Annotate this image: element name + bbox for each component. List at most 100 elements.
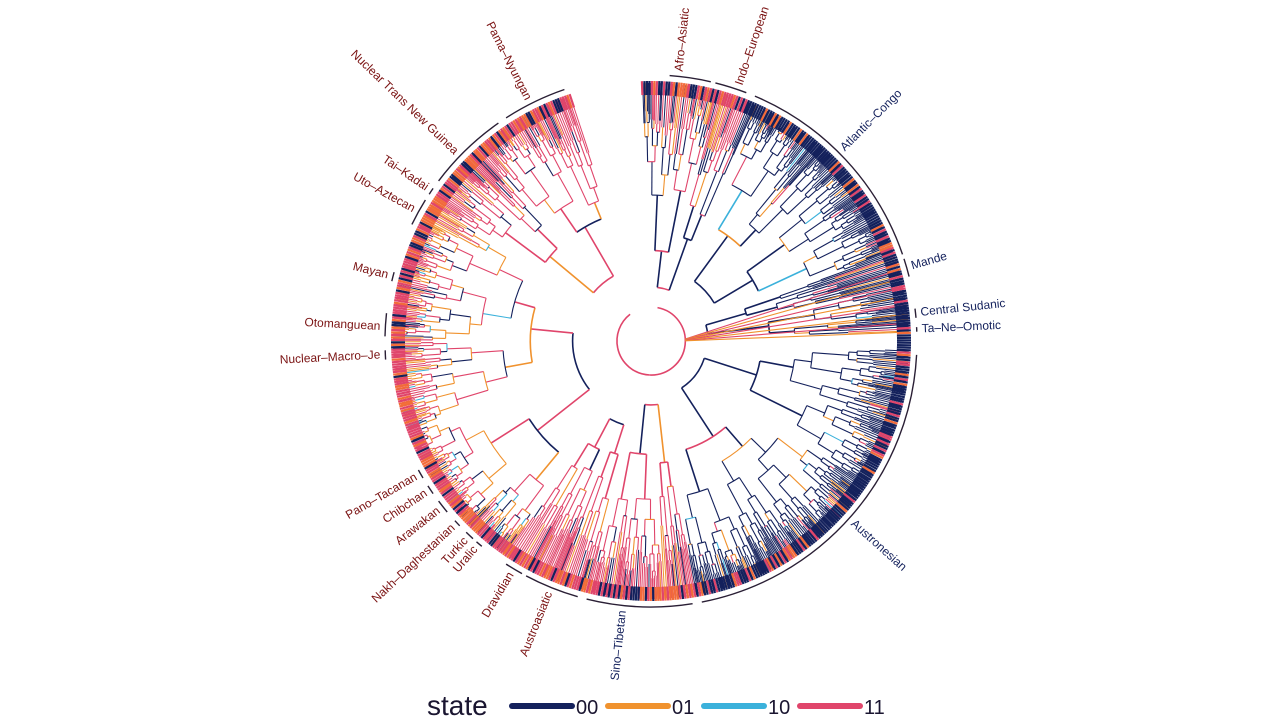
tip-mark	[408, 428, 422, 437]
tip-mark	[839, 173, 852, 185]
branch-arc	[444, 256, 448, 263]
branch	[431, 239, 442, 246]
tip-branch	[602, 565, 609, 595]
branch	[511, 518, 521, 530]
branch	[427, 286, 439, 291]
branch	[602, 551, 606, 558]
legend-label: 01	[672, 697, 694, 719]
branch	[809, 226, 834, 243]
branch-arc	[688, 162, 697, 165]
branch	[842, 250, 856, 257]
branch-arc	[468, 316, 472, 334]
tip-mark	[426, 465, 440, 475]
branch-arc	[448, 427, 456, 441]
branch	[843, 212, 854, 220]
tip-mark	[640, 81, 644, 96]
branch	[416, 404, 426, 408]
branch	[819, 485, 830, 495]
branch	[570, 518, 579, 538]
branch	[744, 525, 751, 537]
branch-arc	[704, 550, 710, 554]
branch	[458, 236, 479, 248]
tip-mark	[870, 223, 885, 232]
branch	[788, 238, 809, 252]
branch	[851, 469, 858, 474]
branch-arc	[466, 255, 474, 272]
branch	[487, 246, 507, 258]
tip-mark	[394, 299, 409, 304]
branch	[730, 555, 734, 563]
branch-arc	[443, 453, 446, 457]
branch-arc	[424, 301, 427, 307]
branch	[450, 477, 456, 483]
tip-mark	[838, 498, 851, 509]
tip-mark	[397, 279, 412, 285]
branch-arc	[689, 137, 696, 140]
tip-mark	[429, 469, 443, 479]
branch	[663, 496, 668, 536]
branch	[605, 557, 609, 568]
tip-mark	[405, 253, 420, 260]
tip-mark	[810, 526, 822, 540]
tip-branch	[783, 146, 822, 189]
ray-branch	[684, 295, 906, 341]
tip-mark	[536, 106, 545, 121]
tip-mark	[873, 444, 887, 453]
tip-mark	[889, 400, 904, 406]
branch	[820, 460, 830, 468]
tip-mark	[622, 585, 626, 600]
tip-mark	[404, 420, 419, 427]
tip-branch	[668, 560, 673, 599]
branch	[692, 555, 696, 569]
branch	[444, 233, 451, 238]
tip-mark	[492, 535, 503, 549]
tip-mark	[865, 459, 879, 469]
tip-mark	[400, 406, 415, 413]
branch	[726, 484, 744, 515]
branch	[711, 533, 716, 544]
branch	[827, 321, 857, 326]
branch	[835, 449, 844, 456]
tip-branch	[393, 347, 419, 349]
tip-branch	[673, 545, 680, 598]
tip-mark	[425, 210, 439, 220]
branch	[828, 482, 838, 491]
branch	[799, 506, 809, 517]
branch	[825, 470, 831, 475]
tip-branch	[700, 571, 707, 594]
tip-mark	[850, 189, 864, 200]
branch	[842, 408, 862, 417]
branch	[833, 257, 844, 264]
tip-mark	[402, 413, 417, 420]
branch-arc	[859, 368, 862, 376]
branch	[777, 305, 794, 311]
tip-mark	[518, 552, 528, 567]
branch	[471, 470, 484, 480]
tip-mark	[525, 556, 535, 570]
branch	[813, 239, 834, 252]
branch	[814, 471, 821, 478]
tip-mark	[607, 583, 612, 598]
tip-mark	[425, 463, 439, 472]
tip-mark	[488, 532, 499, 545]
tip-mark	[872, 446, 886, 455]
branch	[634, 498, 638, 520]
branch	[451, 479, 458, 485]
tip-mark	[702, 86, 708, 101]
branch	[500, 533, 505, 538]
tip-mark	[403, 415, 418, 422]
branch	[590, 477, 604, 512]
tip-mark	[423, 212, 438, 222]
branch-arc	[678, 153, 683, 156]
branch	[734, 553, 738, 561]
clade-bracket	[476, 541, 483, 547]
tip-mark	[392, 313, 407, 318]
tip-branch	[515, 502, 552, 561]
tip-mark	[540, 563, 549, 578]
branch	[856, 354, 870, 357]
branch-arc	[673, 168, 679, 171]
clade-label: Atlantic–Congo	[837, 86, 905, 154]
branch	[635, 519, 639, 538]
branch	[724, 142, 729, 151]
branch	[830, 209, 844, 219]
